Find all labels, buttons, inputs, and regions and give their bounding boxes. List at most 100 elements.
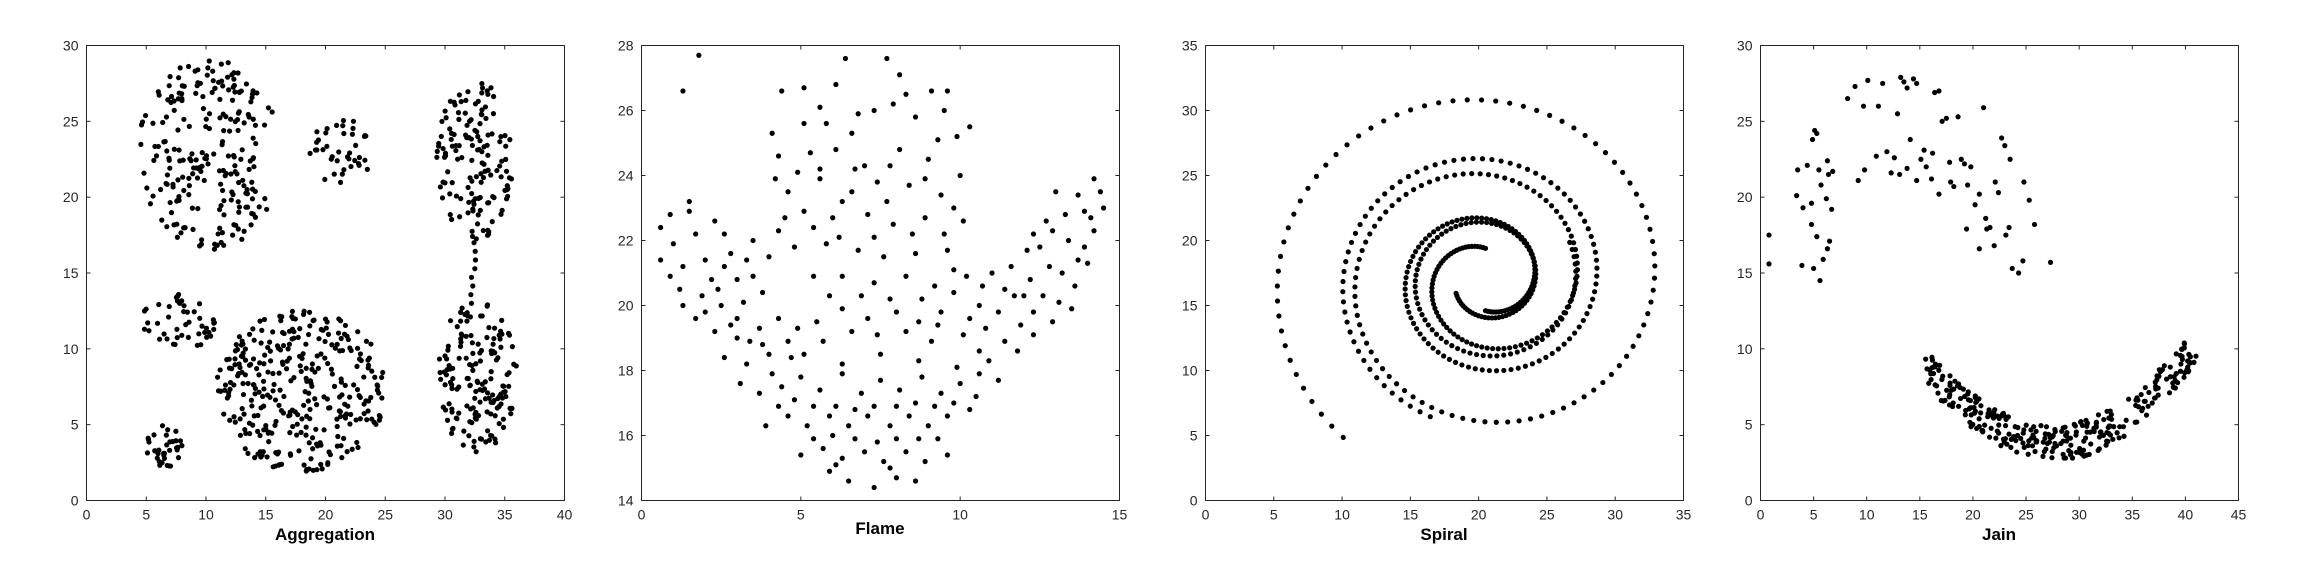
data-point <box>458 196 464 202</box>
data-point <box>2052 428 2058 435</box>
data-point <box>1379 366 1386 372</box>
data-point <box>464 375 470 382</box>
data-point <box>265 369 271 375</box>
data-point <box>219 187 226 194</box>
data-point <box>347 421 353 427</box>
data-point <box>286 341 293 347</box>
data-point <box>686 198 692 205</box>
data-point <box>334 423 340 430</box>
data-point <box>489 219 495 225</box>
y-tick-label: 15 <box>63 265 79 281</box>
data-point <box>1507 345 1513 351</box>
data-point <box>1419 312 1425 318</box>
data-point <box>893 475 900 481</box>
data-point <box>871 280 877 286</box>
data-point <box>337 179 344 185</box>
data-point <box>257 432 263 439</box>
data-point <box>203 325 210 331</box>
data-point <box>216 206 223 213</box>
data-point <box>1410 320 1417 326</box>
data-point <box>358 357 364 364</box>
data-point <box>686 208 692 214</box>
data-point <box>272 397 279 403</box>
data-point <box>1647 226 1653 232</box>
data-point <box>1918 156 1924 162</box>
data-point <box>712 328 718 335</box>
data-point <box>253 140 259 147</box>
data-point <box>195 205 201 212</box>
data-point <box>1436 100 1442 106</box>
data-point <box>1452 172 1458 178</box>
data-point <box>1540 175 1547 181</box>
data-point <box>791 244 798 250</box>
data-point <box>2096 446 2102 452</box>
data-point <box>465 89 471 95</box>
data-point <box>1340 434 1346 441</box>
data-point <box>254 366 260 372</box>
data-point <box>255 428 261 435</box>
data-point <box>826 468 833 474</box>
data-point <box>928 88 935 94</box>
data-point <box>331 383 338 389</box>
data-point <box>468 274 475 280</box>
data-point <box>1435 176 1441 182</box>
data-point <box>231 76 237 82</box>
y-tick-label: 14 <box>618 493 634 509</box>
data-point <box>250 356 257 362</box>
data-point <box>462 110 468 116</box>
data-point <box>881 458 887 465</box>
data-point <box>1526 247 1532 253</box>
data-point <box>938 390 944 396</box>
data-point <box>480 174 487 181</box>
data-point <box>1641 322 1647 328</box>
data-point <box>744 257 750 263</box>
data-point <box>188 158 194 164</box>
data-point <box>478 179 484 185</box>
data-point <box>202 155 208 161</box>
data-point <box>759 341 766 348</box>
data-point <box>1459 337 1465 343</box>
data-point <box>1416 261 1422 267</box>
data-point <box>967 406 973 413</box>
data-point <box>1075 257 1081 263</box>
data-point <box>1533 170 1539 176</box>
x-tick-label: 40 <box>557 507 573 523</box>
data-point <box>146 328 152 334</box>
data-point <box>1568 297 1574 303</box>
data-point <box>267 339 273 345</box>
data-point <box>1555 346 1561 352</box>
data-point <box>2021 179 2027 185</box>
data-point <box>1986 434 1993 440</box>
data-point <box>257 360 263 366</box>
data-point <box>486 437 492 443</box>
data-point <box>270 464 276 470</box>
data-point <box>478 171 484 177</box>
data-point <box>658 257 664 263</box>
data-point <box>1274 283 1280 289</box>
data-point <box>1085 260 1091 266</box>
data-point <box>1855 177 1861 184</box>
data-point <box>1493 419 1499 425</box>
data-point <box>484 334 490 341</box>
data-point <box>935 322 941 328</box>
data-point <box>2028 427 2034 433</box>
x-tick-label: 10 <box>1334 507 1350 523</box>
data-point <box>186 123 192 129</box>
data-point <box>304 466 310 473</box>
data-point <box>1999 411 2006 417</box>
data-point <box>372 374 378 380</box>
data-point <box>2030 432 2036 438</box>
data-point <box>2014 449 2020 455</box>
data-point <box>1413 249 1419 255</box>
data-point <box>265 344 271 351</box>
data-point <box>444 366 450 373</box>
data-point <box>976 302 982 309</box>
data-point <box>505 330 512 336</box>
data-point <box>477 399 483 405</box>
data-point <box>1318 411 1324 417</box>
y-tick-label: 25 <box>1737 113 1753 129</box>
data-point <box>810 436 817 442</box>
data-point <box>1976 423 1982 430</box>
data-point <box>338 376 344 382</box>
data-point <box>1434 234 1441 241</box>
